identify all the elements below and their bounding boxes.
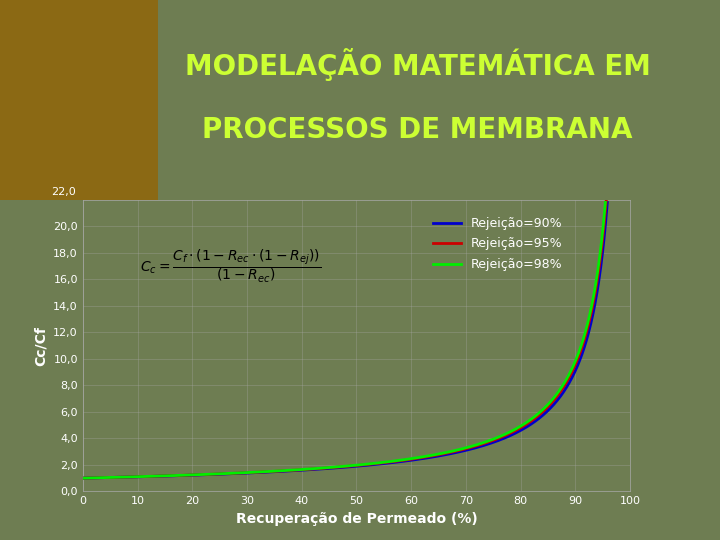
- Text: 22,0: 22,0: [51, 187, 76, 197]
- X-axis label: Recuperação de Permeado (%): Recuperação de Permeado (%): [235, 512, 477, 526]
- Y-axis label: Cc/Cf: Cc/Cf: [34, 326, 48, 366]
- Text: PROCESSOS DE MEMBRANA: PROCESSOS DE MEMBRANA: [202, 116, 633, 144]
- Text: $C_c = \dfrac{C_f \cdot(1 - R_{ec} \cdot(1 - R_{ej}))}{(1 - R_{ec})}$: $C_c = \dfrac{C_f \cdot(1 - R_{ec} \cdot…: [140, 248, 321, 286]
- Text: MODELAÇÃO MATEMÁTICA EM: MODELAÇÃO MATEMÁTICA EM: [184, 48, 651, 82]
- Legend: Rejeição=90%, Rejeição=95%, Rejeição=98%: Rejeição=90%, Rejeição=95%, Rejeição=98%: [428, 212, 567, 276]
